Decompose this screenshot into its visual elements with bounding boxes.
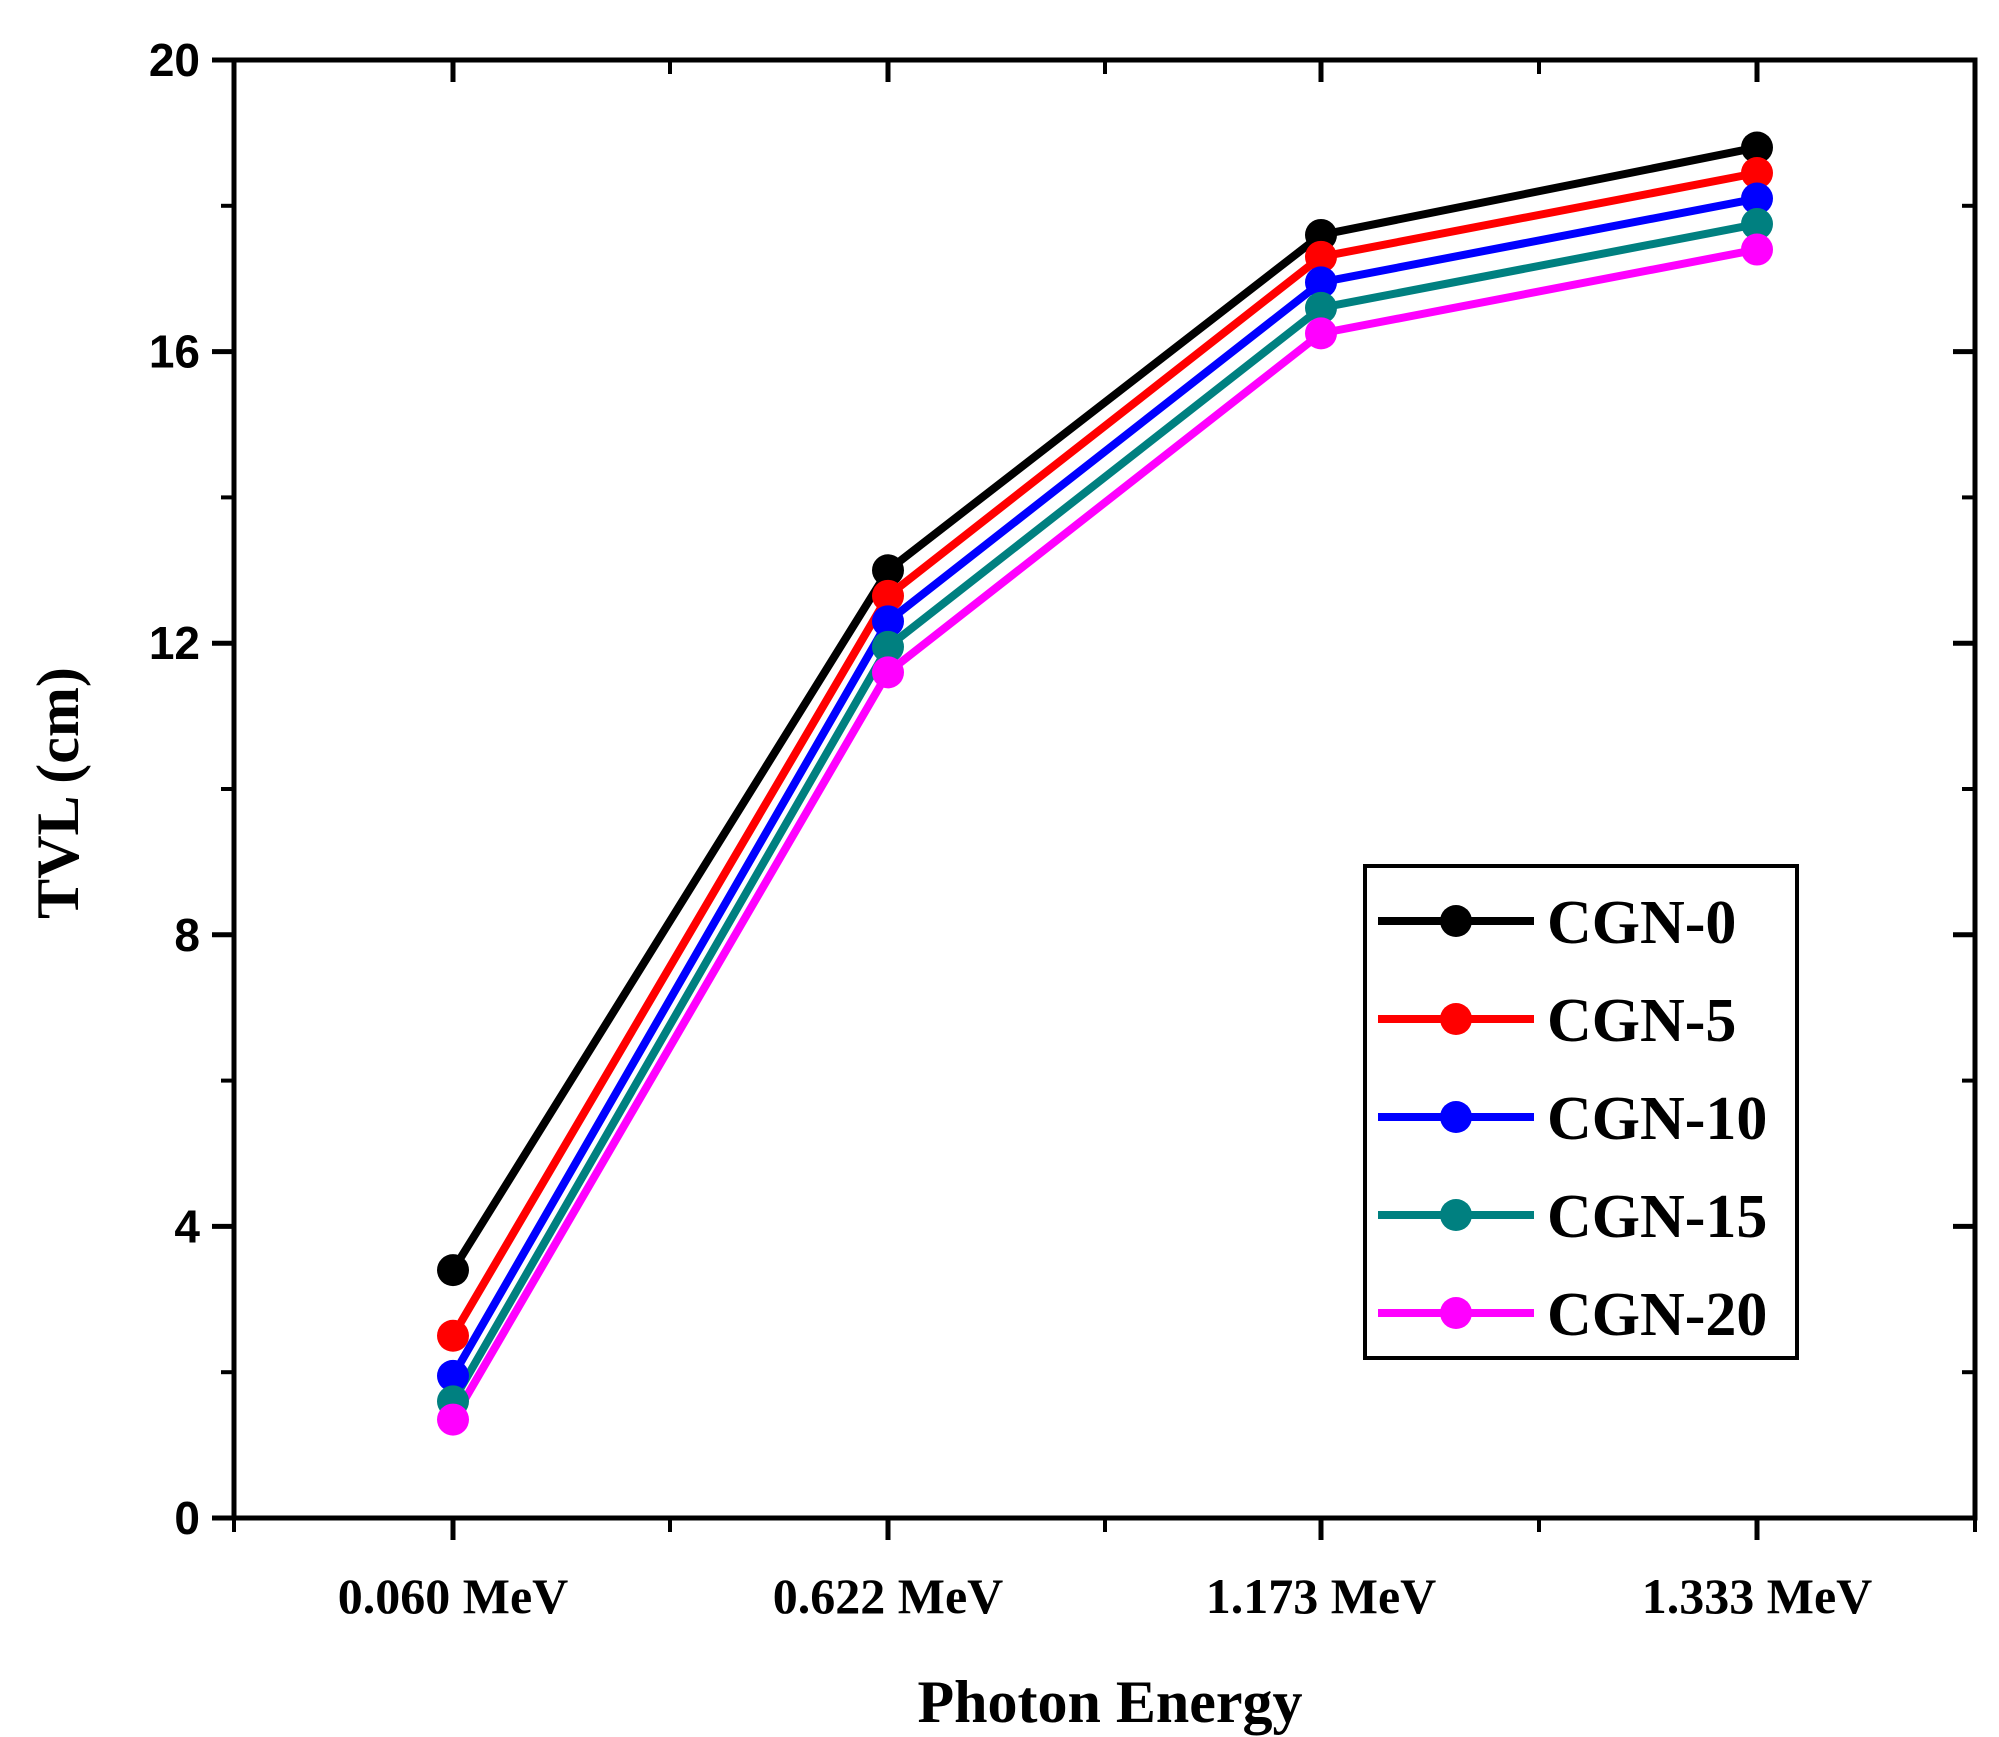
legend-label: CGN-10 [1547,1085,1767,1153]
legend-marker [1440,1003,1472,1035]
series-line-cgn-20 [449,245,1758,1422]
data-point-cgn-10 [1741,182,1773,215]
series-layer [437,131,1773,1436]
data-point-cgn-5 [872,579,904,612]
y-tick-label: 20 [149,34,200,86]
series-line-cgn-15 [449,220,1758,1404]
data-point-cgn-20 [437,1403,469,1436]
series-line-cgn-10 [449,194,1758,1378]
legend-label: CGN-20 [1547,1281,1767,1349]
data-point-cgn-20 [1741,233,1773,266]
data-point-cgn-10 [1305,266,1337,299]
y-axis-title: TVL (cm) [25,667,91,919]
data-point-cgn-5 [1305,240,1337,273]
data-point-cgn-5 [1741,156,1773,189]
x-axis-title: Photon Energy [917,1669,1302,1735]
x-tick-label: 1.173 MeV [1206,1568,1437,1624]
legend-marker [1440,1199,1472,1231]
x-tick-label: 1.333 MeV [1642,1568,1873,1624]
series-line-cgn-5 [449,169,1758,1338]
data-point-cgn-0 [437,1254,469,1287]
y-tick-label: 4 [174,1200,200,1252]
x-tick-label: 0.060 MeV [338,1568,569,1624]
data-point-cgn-0 [872,554,904,587]
y-tick-label: 12 [149,617,200,669]
data-point-cgn-0 [1305,218,1337,251]
data-point-cgn-10 [872,605,904,638]
legend-marker [1440,1101,1472,1133]
legend-label: CGN-0 [1547,889,1736,957]
legend-label: CGN-15 [1547,1183,1767,1251]
x-tick-label: 0.622 MeV [773,1568,1004,1624]
legend-box [1363,864,1799,1360]
data-point-cgn-15 [872,630,904,663]
y-tick-label: 16 [149,326,200,378]
data-point-cgn-5 [437,1319,469,1352]
series-line-cgn-0 [449,143,1758,1273]
data-point-cgn-20 [1305,317,1337,350]
y-tick-label: 0 [174,1492,200,1544]
legend-marker [1440,1297,1472,1329]
y-tick-label: 8 [174,909,200,961]
data-point-cgn-0 [1741,131,1773,164]
ticks-layer [212,57,1977,1540]
data-point-cgn-15 [1305,291,1337,324]
legend-marker [1440,905,1472,937]
data-point-cgn-10 [437,1359,469,1392]
data-point-cgn-15 [1741,208,1773,241]
legend-label: CGN-5 [1547,987,1736,1055]
data-point-cgn-20 [872,656,904,689]
labels-layer: 0 4 8 12 16 20 0.060 MeV 0.622 MeV 1.173 MeV 1.33… [149,34,1872,1624]
legend: CGN-0 CGN-5 CGN-10 CGN-15 CGN-20 [1363,864,1799,1360]
